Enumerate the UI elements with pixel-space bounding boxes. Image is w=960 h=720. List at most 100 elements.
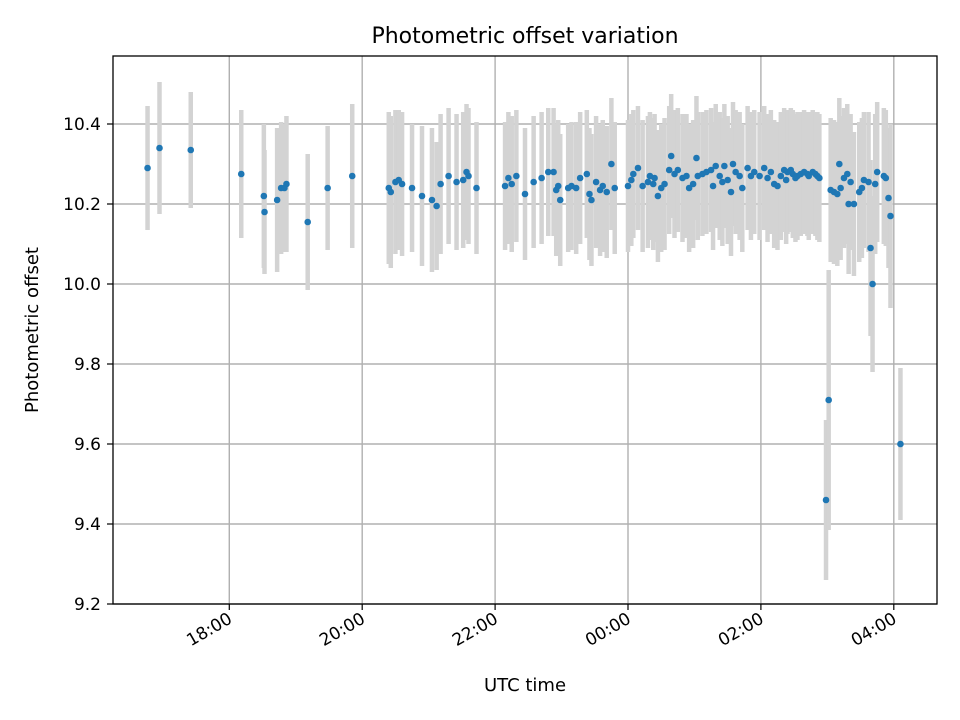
data-point — [603, 188, 611, 196]
data-point — [556, 196, 564, 204]
data-point — [459, 176, 467, 184]
data-point — [738, 184, 746, 192]
data-point — [408, 184, 416, 192]
data-point — [822, 496, 830, 504]
data-point — [473, 184, 480, 192]
data-point — [505, 174, 512, 182]
data-point — [764, 174, 771, 182]
data-point — [767, 168, 775, 176]
data-point — [882, 174, 890, 182]
data-point — [445, 172, 452, 180]
data-point — [774, 182, 781, 190]
data-point — [649, 180, 657, 188]
data-point — [712, 162, 720, 170]
data-point — [744, 164, 751, 172]
data-point — [304, 218, 312, 226]
data-point — [433, 202, 440, 210]
data-point — [732, 168, 739, 176]
data-point — [630, 170, 637, 178]
data-point — [639, 182, 646, 190]
data-point — [858, 184, 866, 192]
data-point — [897, 440, 904, 448]
y-tick-label: 9.8 — [74, 355, 101, 375]
data-point — [685, 184, 693, 192]
data-point — [453, 178, 460, 186]
data-point — [847, 178, 854, 186]
data-point — [576, 174, 584, 182]
data-point — [760, 164, 768, 172]
data-point — [777, 172, 785, 180]
data-point — [736, 172, 743, 180]
plot-frame — [112, 55, 938, 605]
data-point — [465, 172, 472, 180]
data-point — [156, 144, 163, 152]
y-axis-ticks: 9.2 9.4 9.6 9.8 10.0 10.2 10.4 — [63, 115, 113, 615]
data-point — [834, 190, 841, 198]
data-points — [144, 144, 904, 504]
data-point — [836, 160, 843, 168]
y-tick-label: 10.2 — [63, 195, 101, 215]
data-point — [273, 196, 281, 204]
y-tick-label: 9.6 — [74, 435, 101, 455]
data-point — [611, 184, 619, 192]
data-point — [651, 174, 658, 182]
data-point — [513, 172, 520, 180]
y-tick-label: 9.4 — [74, 515, 101, 535]
data-point — [644, 178, 652, 186]
data-point — [719, 178, 726, 186]
data-point — [348, 172, 356, 180]
data-point — [608, 160, 615, 168]
data-point — [869, 280, 876, 288]
data-point — [501, 182, 509, 190]
data-point — [187, 146, 195, 154]
data-point — [667, 152, 675, 160]
data-point — [683, 172, 690, 180]
chart-title: Photometric offset variation — [371, 24, 678, 49]
y-tick-label: 9.2 — [74, 595, 101, 615]
y-tick-label: 10.0 — [63, 275, 101, 295]
data-point — [592, 178, 600, 186]
data-point — [261, 208, 268, 216]
data-point — [850, 200, 858, 208]
data-point — [428, 196, 436, 204]
data-point — [750, 168, 758, 176]
x-axis-title: UTC time — [484, 675, 566, 696]
data-point — [709, 182, 717, 190]
data-point — [716, 172, 724, 180]
data-point — [729, 160, 737, 168]
data-point — [871, 180, 879, 188]
data-point — [530, 178, 537, 186]
data-point — [707, 166, 715, 174]
data-point — [586, 190, 593, 198]
data-point — [237, 170, 245, 178]
data-point — [437, 180, 444, 188]
data-point — [654, 192, 662, 200]
data-point — [521, 190, 529, 198]
data-point — [634, 164, 642, 172]
data-point — [843, 170, 851, 178]
data-point — [544, 168, 552, 176]
data-point — [825, 396, 832, 404]
data-point — [324, 184, 331, 192]
data-point — [845, 200, 852, 208]
data-point — [583, 170, 591, 178]
y-tick-label: 10.4 — [63, 115, 101, 135]
data-point — [418, 192, 426, 200]
data-point — [693, 154, 700, 162]
data-point — [865, 178, 872, 186]
data-point — [873, 168, 881, 176]
data-point — [837, 184, 844, 192]
data-point — [387, 188, 395, 196]
data-point — [538, 174, 545, 182]
data-point — [885, 194, 892, 202]
data-point — [721, 162, 728, 170]
data-point — [599, 182, 607, 190]
data-point — [756, 172, 763, 180]
data-point — [260, 192, 268, 200]
data-point — [281, 184, 288, 192]
data-point — [588, 196, 595, 204]
data-point — [550, 168, 557, 176]
data-point — [782, 176, 790, 184]
data-point — [661, 180, 668, 188]
